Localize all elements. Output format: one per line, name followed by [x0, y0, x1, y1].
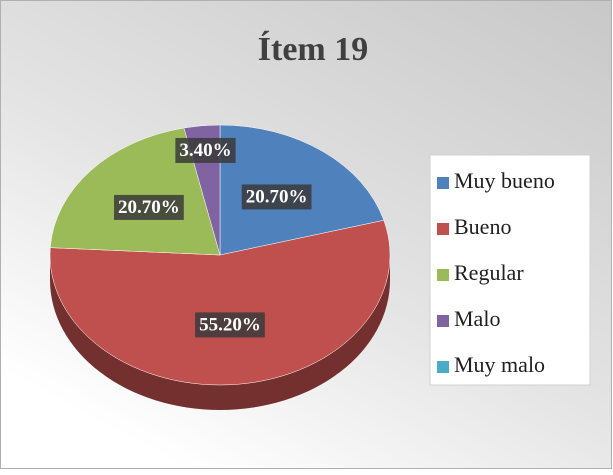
legend-label: Bueno	[454, 214, 511, 239]
data-label-box	[195, 312, 265, 338]
legend-swatch	[437, 269, 449, 281]
data-label: 3.40%	[179, 140, 231, 161]
data-label: 20.70%	[246, 186, 308, 207]
legend-swatch	[437, 223, 449, 235]
legend-box	[429, 154, 591, 386]
legend-label: Muy bueno	[454, 168, 555, 193]
pie-side	[50, 255, 390, 410]
legend-label: Malo	[454, 306, 500, 331]
legend-label: Muy malo	[454, 352, 545, 377]
legend-label: Regular	[454, 260, 524, 285]
legend-swatch	[437, 315, 449, 327]
data-label-box	[241, 184, 312, 210]
legend-swatch	[437, 177, 449, 189]
data-label-box	[114, 194, 184, 220]
data-label: 20.70%	[118, 197, 180, 218]
data-label-box	[175, 137, 236, 163]
chart-title: Ítem 19	[258, 31, 368, 68]
pie-slice	[49, 220, 391, 386]
data-label: 55.20%	[199, 314, 261, 335]
legend-swatch	[437, 361, 449, 373]
